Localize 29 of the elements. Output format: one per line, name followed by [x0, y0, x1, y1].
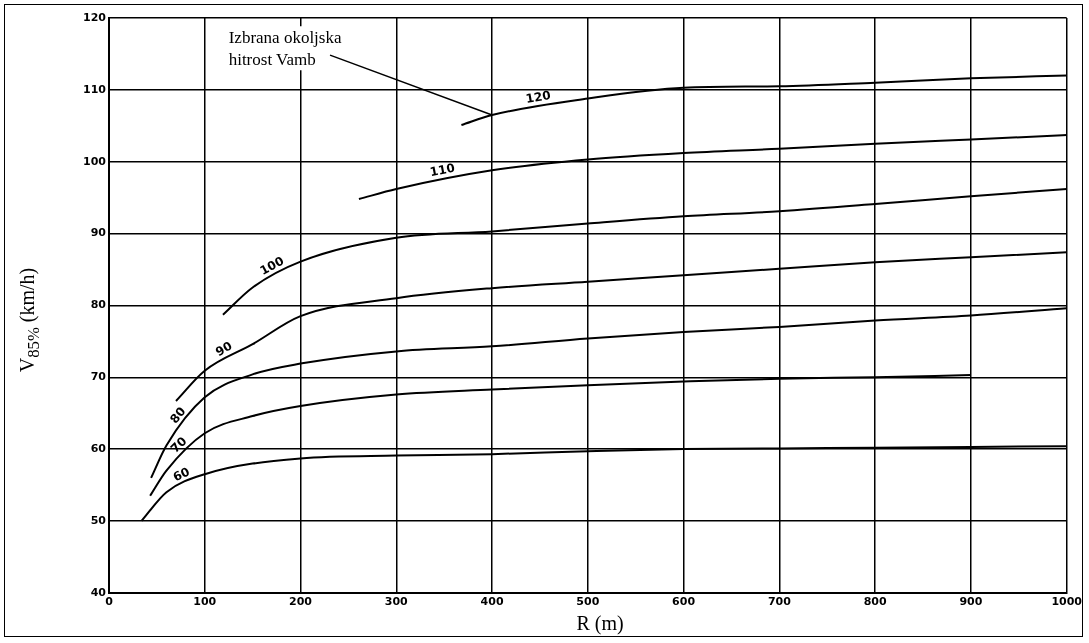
y-tick-label: 60: [90, 441, 107, 455]
x-tick-label: 500: [576, 595, 600, 609]
x-tick-label: 200: [289, 595, 313, 609]
y-tick-label: 70: [90, 370, 107, 384]
text: 70: [167, 434, 190, 456]
x-tick-label: 100: [193, 595, 217, 609]
x-tick-label: 300: [384, 595, 409, 609]
text: 120: [524, 87, 552, 107]
x-tick-label: 700: [767, 595, 792, 609]
y-tick-label: 120: [82, 10, 107, 24]
x-tick-label: 900: [959, 595, 983, 609]
text: 90: [213, 338, 235, 360]
text: 80: [167, 404, 189, 427]
y-tick-label: 100: [82, 154, 107, 168]
y-tick-label: 50: [90, 513, 107, 527]
text: 100: [257, 253, 287, 278]
text: 60: [170, 464, 192, 485]
text: 110: [428, 160, 456, 180]
annotation: Izbrana okoljska hitrost Vamb: [228, 28, 342, 70]
y-tick-label: 90: [90, 226, 107, 240]
x-axis-title: R (m): [576, 612, 624, 635]
x-tick-label: 0: [105, 595, 114, 609]
x-tick-label: 800: [863, 595, 887, 609]
y-tick-label: 110: [82, 82, 107, 96]
y-tick-label: 40: [90, 585, 107, 599]
y-tick-label: 80: [90, 298, 107, 312]
x-tick-label: 600: [672, 595, 696, 609]
x-tick-label: 400: [480, 595, 504, 609]
x-tick-label: 1000: [1051, 595, 1083, 609]
